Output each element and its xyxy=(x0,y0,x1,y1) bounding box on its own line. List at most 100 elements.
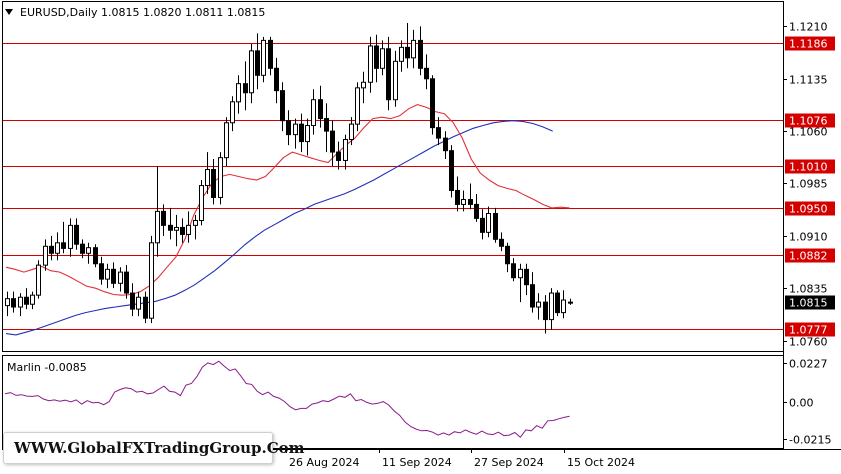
candle xyxy=(455,176,460,212)
candle xyxy=(93,244,98,268)
candle xyxy=(268,36,273,76)
candle xyxy=(236,75,241,114)
candle-body xyxy=(143,296,148,319)
candle-body xyxy=(505,245,510,265)
candle xyxy=(536,293,541,320)
candle-body xyxy=(61,242,66,249)
candle xyxy=(5,291,10,317)
time-axis-ticks: 26 Aug 2024 11 Sep 2024 27 Sep 2024 15 Oct … xyxy=(286,449,635,469)
candle xyxy=(218,152,223,205)
candle xyxy=(424,54,429,90)
candle-body xyxy=(361,81,366,89)
candle-body xyxy=(18,296,23,308)
symbol-header: EURUSD,Daily 1.0815 1.0820 1.0811 1.0815 xyxy=(20,6,265,19)
candle xyxy=(105,263,110,289)
candle xyxy=(499,232,504,252)
candle xyxy=(480,209,485,240)
candle xyxy=(180,218,185,243)
time-tick-label: 26 Aug 2024 xyxy=(289,456,359,469)
candle-body xyxy=(68,224,73,249)
candle xyxy=(86,242,91,264)
candle xyxy=(199,179,204,226)
candle-body xyxy=(236,83,241,103)
price-tick-label: 1.1135 xyxy=(789,74,828,87)
candle xyxy=(318,85,323,128)
candle-body xyxy=(349,123,354,141)
price-tick-label: 1.0760 xyxy=(789,336,828,349)
candle-body xyxy=(36,264,41,296)
level-tag xyxy=(785,159,835,174)
candle-body xyxy=(299,123,304,143)
candle-body xyxy=(230,101,235,124)
candle-body xyxy=(149,242,154,319)
level-tag-label: 1.1076 xyxy=(789,115,828,128)
candle-body xyxy=(11,298,16,308)
candle-body xyxy=(224,122,229,159)
candle xyxy=(493,207,498,243)
candle xyxy=(436,117,441,146)
candle xyxy=(524,263,529,296)
candle xyxy=(24,288,29,310)
level-tag xyxy=(785,113,835,128)
indicator-tick-label: 0.0227 xyxy=(789,358,828,371)
candle-body xyxy=(180,226,185,235)
candle-body xyxy=(211,169,216,198)
price-tick-label: 1.0835 xyxy=(789,283,828,296)
candle xyxy=(155,166,160,257)
candle xyxy=(343,134,348,170)
candle-body xyxy=(268,39,273,69)
candle-body xyxy=(274,67,279,92)
candle-body xyxy=(499,238,504,247)
candle xyxy=(374,34,379,83)
time-tick-label: 27 Sep 2024 xyxy=(474,456,544,469)
level-tag-label: 1.1010 xyxy=(789,161,828,174)
candle-body xyxy=(30,294,35,305)
candle xyxy=(505,242,510,273)
candle xyxy=(293,118,298,149)
price-pane[interactable] xyxy=(2,1,784,352)
candle-body xyxy=(286,120,291,136)
candle-body xyxy=(411,39,416,59)
candle xyxy=(255,33,260,90)
candle-body xyxy=(461,199,466,205)
candle-body xyxy=(311,99,316,127)
candle-body xyxy=(80,243,85,254)
candle xyxy=(568,298,573,305)
candle-body xyxy=(293,123,298,136)
candle-body xyxy=(186,224,191,235)
candle xyxy=(449,145,454,198)
candle-body xyxy=(255,50,260,76)
candle-body xyxy=(261,39,266,76)
candle xyxy=(461,190,466,212)
candle-body xyxy=(468,199,473,205)
candle-body xyxy=(118,271,123,284)
candle xyxy=(186,211,191,243)
candle-body xyxy=(393,60,398,101)
price-axis-ticks: 1.1210 1.1135 1.1060 1.0985 1.0910 1.0835 1.07… xyxy=(783,21,828,349)
candle xyxy=(99,256,104,285)
candle xyxy=(211,159,216,205)
level-tag xyxy=(785,201,835,216)
time-tick-label: 11 Sep 2024 xyxy=(382,456,452,469)
candle-body xyxy=(124,271,129,294)
candle xyxy=(249,43,254,104)
candle xyxy=(355,82,360,132)
candle-body xyxy=(105,268,110,280)
candle xyxy=(161,204,166,236)
candle-body xyxy=(455,189,460,205)
current-price-tag: 1.0815 xyxy=(785,295,835,310)
candle xyxy=(136,291,141,317)
candle-body xyxy=(155,210,160,244)
triangle-down-icon[interactable] xyxy=(5,9,13,15)
candle xyxy=(18,293,23,317)
candle-body xyxy=(449,150,454,191)
candle xyxy=(280,82,285,132)
candle-body xyxy=(49,245,54,254)
candle-body xyxy=(193,219,198,226)
candle-body xyxy=(480,217,485,233)
candle-body xyxy=(386,48,391,101)
candle xyxy=(49,235,54,261)
candle-body xyxy=(199,185,204,221)
candle-body xyxy=(336,151,341,161)
